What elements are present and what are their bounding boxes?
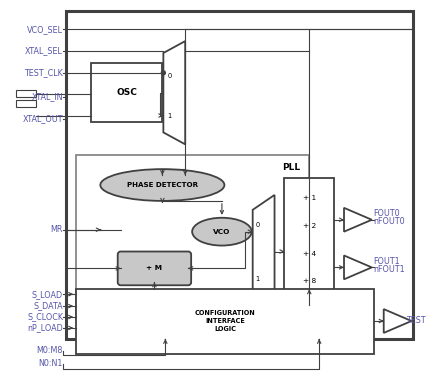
Text: 0: 0	[256, 222, 260, 228]
FancyBboxPatch shape	[91, 63, 162, 122]
FancyBboxPatch shape	[66, 11, 413, 339]
Polygon shape	[384, 309, 412, 333]
Text: nFOUT0: nFOUT0	[373, 217, 404, 226]
Text: MR: MR	[51, 225, 63, 234]
Text: TEST: TEST	[407, 316, 426, 325]
Text: OSC: OSC	[116, 88, 137, 97]
Text: VCO: VCO	[213, 229, 231, 234]
Text: M0:M8: M0:M8	[37, 346, 63, 355]
Text: nP_LOAD: nP_LOAD	[27, 324, 63, 332]
FancyBboxPatch shape	[16, 90, 36, 96]
Text: TEST_CLK: TEST_CLK	[24, 68, 63, 77]
Text: FOUT1: FOUT1	[373, 257, 400, 266]
Text: + 2: + 2	[303, 223, 316, 229]
Text: 0: 0	[167, 73, 172, 79]
FancyBboxPatch shape	[16, 99, 36, 107]
Text: 1: 1	[256, 276, 260, 282]
FancyBboxPatch shape	[76, 289, 374, 354]
FancyBboxPatch shape	[118, 252, 191, 285]
FancyBboxPatch shape	[76, 155, 309, 319]
Polygon shape	[344, 255, 372, 279]
Text: PLL: PLL	[283, 163, 301, 172]
Text: S_CLOCK: S_CLOCK	[27, 313, 63, 322]
FancyBboxPatch shape	[284, 178, 334, 305]
Text: S_DATA: S_DATA	[34, 301, 63, 311]
Text: N0:N1: N0:N1	[39, 359, 63, 368]
Text: nFOUT1: nFOUT1	[373, 265, 404, 274]
Circle shape	[162, 71, 165, 75]
Text: PHASE DETECTOR: PHASE DETECTOR	[127, 182, 198, 188]
Text: + 8: + 8	[303, 278, 316, 284]
Text: VCO_SEL: VCO_SEL	[27, 25, 63, 34]
Ellipse shape	[100, 169, 224, 201]
Text: XTAL_OUT: XTAL_OUT	[22, 114, 63, 123]
Text: + 4: + 4	[303, 251, 316, 257]
Text: S_LOAD: S_LOAD	[32, 290, 63, 299]
Text: 1: 1	[167, 113, 172, 119]
Text: XTAL_SEL: XTAL_SEL	[25, 46, 63, 55]
Polygon shape	[163, 41, 185, 144]
Text: XTAL_IN: XTAL_IN	[32, 92, 63, 101]
Polygon shape	[344, 208, 372, 232]
Text: CONFIGURATION
INTERFACE
LOGIC: CONFIGURATION INTERFACE LOGIC	[194, 310, 255, 332]
Text: + M: + M	[146, 266, 162, 272]
Polygon shape	[253, 195, 274, 309]
Text: + 1: + 1	[303, 195, 316, 201]
Text: FOUT0: FOUT0	[373, 209, 400, 218]
Ellipse shape	[192, 218, 252, 246]
